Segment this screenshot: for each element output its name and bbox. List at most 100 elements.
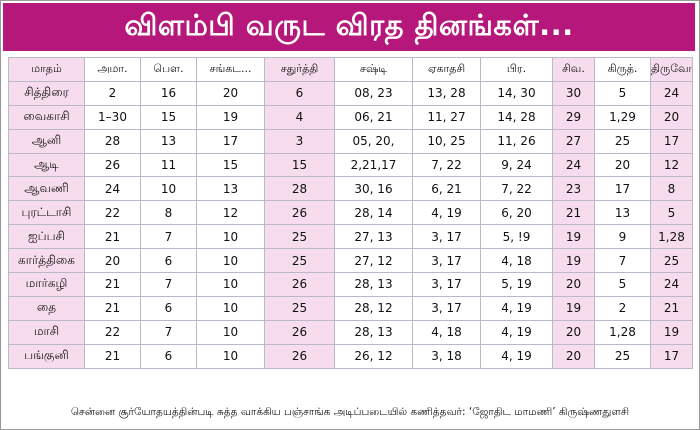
column-header: திருவோ.: [650, 57, 693, 82]
table-cell: 25: [264, 248, 335, 274]
table-row: ஆவணி 24 10 13 28 30, 16 6, 21 7, 22 23 17 8: [8, 176, 693, 202]
table-cell: 13: [196, 176, 265, 202]
month-cell: கார்த்திகை: [8, 248, 85, 274]
table-cell: 14, 28: [480, 104, 553, 130]
page-title: விளம்பி வருட விரத தினங்கள்...: [124, 8, 574, 42]
table-cell: 7: [140, 272, 197, 297]
table-cell: 3, 18: [412, 343, 481, 369]
column-header: சஷ்டி: [334, 57, 413, 82]
table-cell: 5, 19: [480, 272, 553, 297]
table-cell: 17: [650, 128, 693, 154]
table-row: ஐப்பசி 21 7 10 25 27, 13 3, 17 5, !9 19 9 1,28: [8, 224, 693, 250]
table-cell: 25: [594, 128, 651, 154]
column-header: பௌ.: [140, 57, 197, 82]
table-cell: 27, 12: [334, 248, 413, 274]
table-cell: 17: [650, 343, 693, 369]
table-cell: 7, 22: [480, 176, 553, 202]
table-cell: 8: [140, 200, 197, 226]
table-row: மாசி 22 7 10 26 28, 13 4, 18 4, 19 20 1,28 19: [8, 319, 693, 345]
table-cell: 11, 26: [480, 128, 553, 154]
table-cell: 14, 30: [480, 80, 553, 106]
table-cell: 4, 18: [480, 248, 553, 274]
table-cell: 05, 20,: [334, 128, 413, 154]
table-cell: 2,21,17: [334, 152, 413, 178]
table-cell: 6, 20: [480, 200, 553, 226]
table-cell: 4, 19: [480, 319, 553, 345]
table-cell: 3, 17: [412, 295, 481, 321]
table-cell: 9: [594, 224, 651, 250]
table-cell: 2: [594, 295, 651, 321]
table-cell: 30: [552, 80, 595, 106]
table-cell: 24: [552, 152, 595, 178]
table-cell: 28, 12: [334, 295, 413, 321]
month-cell: சித்திரை: [8, 80, 85, 106]
table-cell: 25: [264, 224, 335, 250]
table-cell: 11, 27: [412, 104, 481, 130]
table-cell: 13: [140, 128, 197, 154]
table-cell: 25: [264, 295, 335, 321]
table-cell: 10, 25: [412, 128, 481, 154]
table-cell: 5, !9: [480, 224, 553, 250]
table-cell: 13: [594, 200, 651, 226]
table-cell: 3: [264, 128, 335, 154]
month-cell: வைகாசி: [8, 104, 85, 130]
column-header: பிர.: [480, 57, 553, 82]
table-cell: 13, 28: [412, 80, 481, 106]
table-cell: 20: [552, 319, 595, 345]
table-cell: 1,29: [594, 104, 651, 130]
table-cell: 6: [140, 248, 197, 274]
table-cell: 6: [264, 80, 335, 106]
table-cell: 10: [196, 343, 265, 369]
table-cell: 10: [196, 319, 265, 345]
table-cell: 7: [140, 224, 197, 250]
table-cell: 08, 23: [334, 80, 413, 106]
table-cell: 10: [196, 295, 265, 321]
table-cell: 20: [552, 343, 595, 369]
table-row: கார்த்திகை 20 6 10 25 27, 12 3, 17 4, 18 19 7 25: [8, 248, 693, 274]
table-cell: 27, 13: [334, 224, 413, 250]
table-cell: 26: [84, 152, 141, 178]
table-cell: 30, 16: [334, 176, 413, 202]
table-cell: 5: [594, 272, 651, 297]
table-cell: 26: [264, 200, 335, 226]
table-cell: 28, 13: [334, 319, 413, 345]
table-row: பங்குனி 21 6 10 26 26, 12 3, 18 4, 19 20 25 17: [8, 343, 693, 369]
table-cell: 29: [552, 104, 595, 130]
table-cell: 6: [140, 343, 197, 369]
table-cell: 7, 22: [412, 152, 481, 178]
table-cell: 10: [140, 176, 197, 202]
month-cell: புரட்டாசி: [8, 200, 85, 226]
table-cell: 12: [196, 200, 265, 226]
table-cell: 21: [84, 295, 141, 321]
table-cell: 24: [84, 176, 141, 202]
table-cell: 22: [84, 319, 141, 345]
table-cell: 19: [196, 104, 265, 130]
table-cell: 24: [650, 272, 693, 297]
table-cell: 7: [140, 319, 197, 345]
table-cell: 19: [552, 224, 595, 250]
table-cell: 25: [650, 248, 693, 274]
table-cell: 28, 14: [334, 200, 413, 226]
table-cell: 1–30: [84, 104, 141, 130]
column-header: சங்கட...: [196, 57, 265, 82]
table-cell: 9, 24: [480, 152, 553, 178]
column-header: சதுர்த்தி: [264, 57, 335, 82]
column-header: மாதம்: [8, 57, 85, 82]
column-header: சிவ.: [552, 57, 595, 82]
footer-note: சென்னை சூர்யோதயத்தின்படி சுத்த வாக்கிய ப…: [70, 406, 630, 418]
month-cell: ஆடி: [8, 152, 85, 178]
table-cell: 20: [552, 272, 595, 297]
table-row: ஆனி 28 13 17 3 05, 20, 10, 25 11, 26 27 25 17: [8, 128, 693, 154]
table-cell: 20: [650, 104, 693, 130]
table-cell: 4: [264, 104, 335, 130]
table-cell: 3, 17: [412, 248, 481, 274]
vratham-table: மாதம் அமா. பௌ. சங்கட... சதுர்த்தி சஷ்டி ஏகாதசி…: [8, 57, 693, 369]
table-cell: 28, 13: [334, 272, 413, 297]
header-row: மாதம் அமா. பௌ. சங்கட... சதுர்த்தி சஷ்டி ஏகாதசி…: [8, 57, 693, 82]
table-cell: 5: [594, 80, 651, 106]
table-row: சித்திரை 2 16 20 6 08, 23 13, 28 14, 30 30 5 24: [8, 80, 693, 106]
table-cell: 15: [196, 152, 265, 178]
month-cell: பங்குனி: [8, 343, 85, 369]
table-row: தை 21 6 10 25 28, 12 3, 17 4, 19 19 2 21: [8, 295, 693, 321]
table-cell: 10: [196, 248, 265, 274]
